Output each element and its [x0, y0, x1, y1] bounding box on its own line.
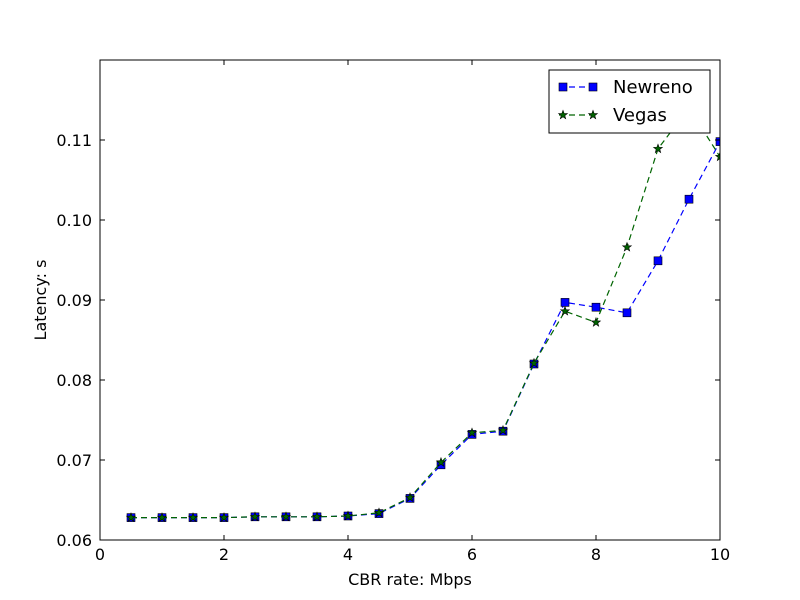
- vegas-data-point: [714, 151, 720, 162]
- vegas-data-point: [652, 143, 664, 154]
- x-tick-label: 2: [219, 545, 229, 564]
- legend-vegas-label: Vegas: [613, 105, 667, 126]
- y-tick-label: 0.06: [56, 531, 92, 550]
- y-tick-label: 0.10: [56, 211, 92, 230]
- newreno-data-point: [715, 137, 720, 146]
- plot-area: [100, 60, 720, 540]
- legend-newreno-marker: [558, 82, 568, 92]
- x-tick-label: 0: [95, 545, 105, 564]
- vegas-data-point: [249, 511, 261, 522]
- vegas-data-point: [156, 512, 168, 523]
- vegas-data-point: [435, 456, 447, 467]
- vegas-data-point: [497, 424, 509, 435]
- newreno-data-point: [622, 308, 632, 318]
- newreno-data-point: [653, 256, 663, 266]
- vegas-data-point: [125, 512, 137, 523]
- vegas-data-point: [404, 492, 416, 503]
- vegas-data-point: [621, 241, 633, 252]
- x-axis-label: CBR rate: Mbps: [348, 570, 472, 589]
- vegas-data-point: [280, 511, 292, 522]
- vegas-data-point: [590, 316, 602, 327]
- x-tick-label: 4: [343, 545, 353, 564]
- legend-vegas-marker: [587, 109, 599, 120]
- legend-newreno-marker: [588, 82, 598, 92]
- legend-vegas-marker: [557, 109, 569, 120]
- newreno-data-point: [684, 194, 694, 204]
- legend: Newreno Vegas: [548, 69, 711, 134]
- newreno-data-point: [560, 298, 570, 307]
- y-tick-label: 0.08: [56, 371, 92, 390]
- vegas-data-point: [311, 511, 323, 522]
- x-tick-label: 8: [591, 545, 601, 564]
- y-tick-label: 0.07: [56, 451, 92, 470]
- ticks-layer: 0 2 4 6 8 10 0.06 0.07 0.08 0.09 0.10 0.11: [56, 60, 730, 564]
- vegas-data-point: [466, 427, 478, 438]
- legend-newreno-label: Newreno: [613, 77, 693, 98]
- y-tick-label: 0.09: [56, 291, 92, 310]
- vegas-data-point: [528, 357, 540, 368]
- vegas-data-point: [373, 507, 385, 518]
- newreno-series-line: [131, 141, 720, 519]
- x-tick-label: 6: [467, 545, 477, 564]
- y-axis-label: Latency: s: [31, 260, 50, 341]
- y-tick-label: 0.11: [56, 131, 92, 150]
- newreno-data-point: [591, 302, 601, 312]
- vegas-data-point: [342, 510, 354, 521]
- x-tick-label: 10: [710, 545, 730, 564]
- vegas-data-point: [187, 512, 199, 523]
- vegas-data-point: [218, 512, 230, 523]
- vegas-data-point: [559, 305, 571, 316]
- legend-box: [548, 69, 711, 134]
